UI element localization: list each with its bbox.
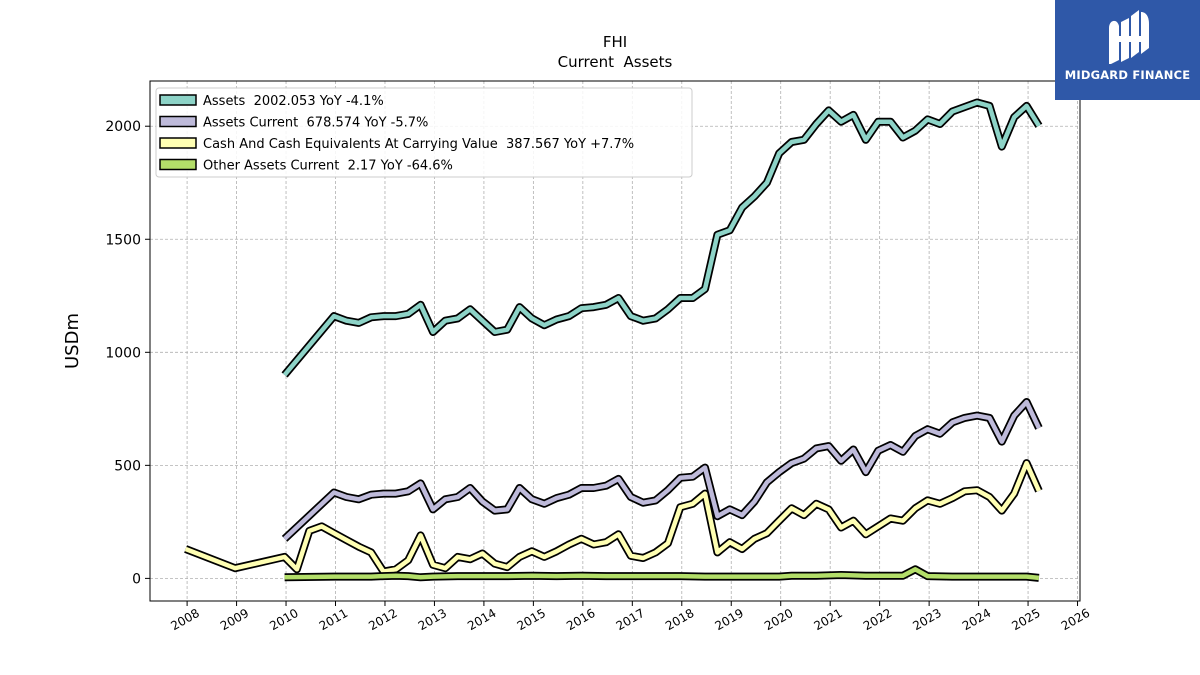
series-1	[281, 98, 1043, 378]
x-axis: 2008 2009 2010 2011 2012 2013 2014 2015 2016 2017…	[168, 601, 1092, 633]
x-tick-label: 2023	[910, 606, 943, 633]
legend-swatch	[159, 158, 197, 171]
legend-swatch	[159, 115, 197, 128]
x-tick-label: 2024	[960, 606, 993, 633]
x-tick-label: 2011	[317, 606, 350, 633]
logo-text: MIDGARD FINANCE	[1064, 68, 1191, 82]
series-line	[282, 100, 1041, 377]
x-tick-label: 2026	[1059, 606, 1092, 633]
x-tick-label: 2020	[762, 606, 795, 633]
series-4	[284, 565, 1040, 582]
y-tick-label: 1000	[105, 345, 141, 361]
x-tick-label: 2021	[811, 606, 844, 633]
legend-entry-label: Cash And Cash Equivalents At Carrying Va…	[203, 137, 634, 152]
legend-swatch	[159, 94, 197, 106]
series-2	[281, 398, 1043, 542]
y-tick-label: 1500	[105, 232, 141, 248]
series-line	[283, 399, 1041, 541]
x-tick-label: 2008	[168, 606, 201, 633]
y-tick-label: 2000	[105, 119, 141, 135]
x-tick-label: 2019	[713, 606, 746, 633]
x-tick-label: 2015	[515, 606, 548, 633]
plot-frame	[149, 80, 1081, 602]
series-line	[284, 567, 1040, 581]
x-tick-label: 2009	[218, 606, 251, 633]
series-line	[184, 460, 1041, 574]
legend-entry-label: Assets 2002.053 YoY -4.1%	[203, 94, 384, 109]
x-tick-label: 2016	[564, 606, 597, 633]
brand-logo: MIDGARD FINANCE	[1055, 0, 1200, 100]
x-tick-label: 2025	[1009, 606, 1042, 633]
x-tick-label: 2017	[614, 606, 647, 633]
series-3	[184, 459, 1043, 576]
x-tick-label: 2014	[465, 606, 498, 633]
x-tick-label: 2012	[366, 606, 399, 633]
legend: Assets 2002.053 YoY -4.1% Assets Current …	[155, 87, 693, 178]
chart-title: FHI	[603, 33, 627, 51]
series-layer	[184, 98, 1043, 582]
x-tick-label: 2022	[861, 606, 894, 633]
series-line-outline	[281, 398, 1043, 542]
y-tick-label: 500	[114, 458, 141, 474]
y-tick-label: 0	[132, 571, 141, 587]
logo-mark-icon	[1109, 10, 1149, 64]
legend-entry-label: Other Assets Current 2.17 YoY -64.6%	[203, 159, 453, 174]
legend-entry-label: Assets Current 678.574 YoY -5.7%	[203, 116, 428, 131]
y-axis: 0 500 1000 1500 2000	[105, 119, 150, 587]
legend-box	[155, 87, 693, 178]
y-axis-label: USDm	[62, 313, 83, 369]
chart-subtitle: Current Assets	[558, 53, 673, 71]
x-tick-label: 2013	[416, 606, 449, 633]
x-tick-label: 2010	[267, 606, 300, 633]
x-tick-label: 2018	[663, 606, 696, 633]
legend-swatch	[159, 137, 197, 149]
